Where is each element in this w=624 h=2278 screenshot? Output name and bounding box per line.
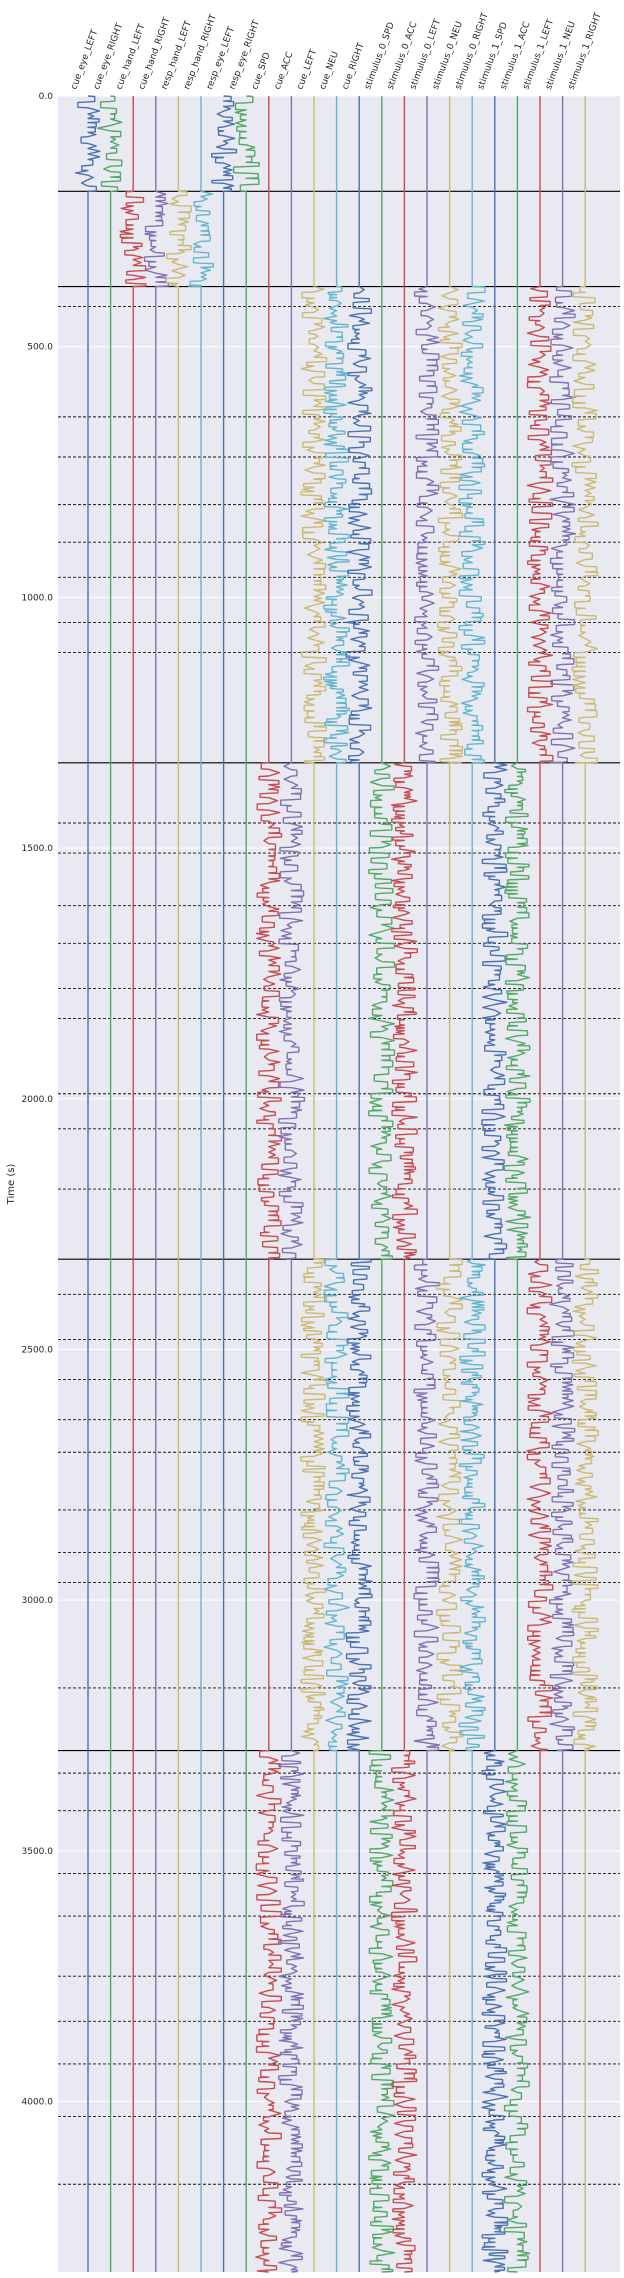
channel-label-cue_ACC: cue_ACC (273, 51, 296, 91)
series-stimulus_1_RIGHT (571, 96, 599, 2272)
series-cue_ACC (277, 96, 306, 2273)
series-stimulus_1_LEFT (526, 96, 554, 2272)
y-tick-label-5: 2500.0 (22, 1345, 54, 1355)
channel-label-cue_SPD: cue_SPD (250, 51, 273, 91)
series-resp_hand_LEFT (165, 96, 192, 2272)
series-stimulus_0_RIGHT (458, 96, 486, 2272)
grid (58, 95, 620, 2103)
channel-labels: cue_eye_LEFTcue_eye_RIGHTcue_hand_LEFTcu… (69, 11, 603, 91)
series-cue_LEFT (300, 96, 328, 2272)
series-cue_hand_RIGHT (143, 96, 170, 2272)
series-stimulus_0_LEFT (413, 96, 441, 2272)
y-tick-label-7: 3500.0 (22, 1847, 54, 1857)
y-tick-label-8: 4000.0 (22, 2098, 54, 2108)
series-traces (74, 95, 599, 2273)
y-tick-label-0: 0.0 (39, 92, 54, 102)
series-stimulus_0_SPD (368, 96, 396, 2273)
y-tick-label-6: 3000.0 (22, 1596, 54, 1606)
series-resp_eye_LEFT (211, 95, 238, 2272)
series-cue_SPD (255, 96, 283, 2273)
series-cue_eye_RIGHT (96, 95, 123, 2272)
series-stimulus_1_NEU (549, 96, 577, 2272)
series-cue_RIGHT (345, 96, 373, 2272)
series-resp_hand_RIGHT (187, 96, 214, 2272)
series-stimulus_0_NEU (436, 96, 464, 2272)
series-cue_hand_LEFT (119, 96, 147, 2272)
series-cue_NEU (322, 96, 351, 2272)
series-stimulus_1_SPD (481, 96, 509, 2273)
y-tick-label-1: 500.0 (27, 343, 53, 353)
channel-label-cue_NEU: cue_NEU (318, 50, 341, 91)
series-stimulus_1_ACC (503, 96, 531, 2273)
y-tick-label-2: 1000.0 (22, 593, 54, 603)
y-axis-ticks: 0.0 500.0 1000.0 1500.0 2000.0 2500.0 3000.0 35… (22, 92, 54, 2108)
channel-label-cue_RIGHT: cue_RIGHT (341, 41, 367, 91)
series-resp_eye_RIGHT (232, 95, 260, 2272)
series-cue_eye_LEFT (74, 95, 101, 2272)
y-tick-label-3: 1500.0 (22, 844, 54, 854)
y-axis-title: Time (s) (6, 1164, 17, 1206)
channel-label-cue_LEFT: cue_LEFT (295, 48, 319, 91)
y-tick-label-4: 2000.0 (22, 1095, 54, 1105)
series-stimulus_0_ACC (390, 96, 418, 2273)
